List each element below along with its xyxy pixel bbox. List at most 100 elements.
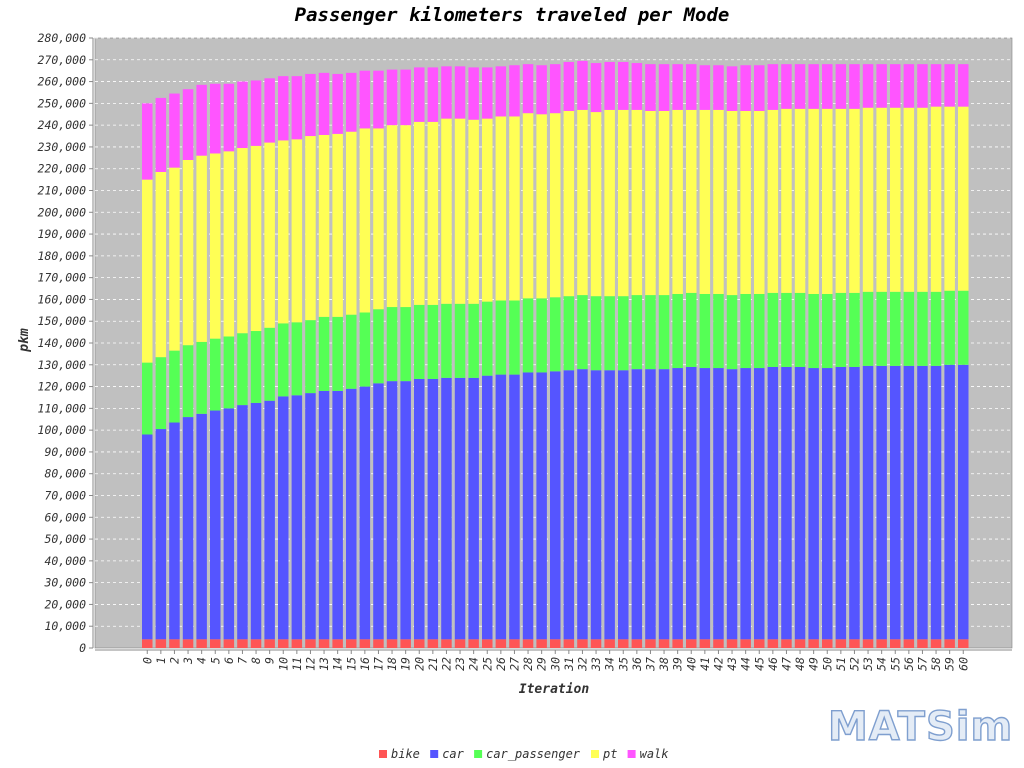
bar-car_passenger (550, 297, 561, 372)
bar-car (631, 369, 643, 640)
bar-walk (849, 64, 860, 109)
bar-car_passenger (658, 295, 670, 370)
x-tick-label: 19 (399, 657, 413, 671)
bar-car (346, 388, 357, 640)
x-tick-label: 21 (426, 657, 440, 671)
bar-pt (155, 171, 167, 358)
bar-bike (495, 639, 507, 648)
bar-pt (604, 109, 615, 297)
bar-pt (794, 108, 806, 293)
x-tick-label: 36 (630, 657, 644, 672)
bar-car (781, 366, 792, 640)
bar-car (332, 390, 343, 640)
bar-pt (822, 108, 833, 294)
bar-car_passenger (291, 322, 303, 396)
bar-car_passenger (237, 333, 248, 406)
y-tick-label: 20,000 (44, 597, 86, 611)
bar-car (509, 374, 520, 640)
x-tick-label: 47 (779, 657, 793, 671)
bar-walk (468, 67, 479, 120)
bar-bike (550, 639, 561, 648)
y-tick-label: 70,000 (44, 489, 86, 503)
bar-car_passenger (808, 293, 819, 369)
x-tick-label: 54 (875, 657, 889, 671)
bar-car (740, 368, 751, 640)
bar-car_passenger (400, 307, 411, 382)
bar-pt (509, 116, 520, 301)
bar-pt (291, 139, 303, 323)
bar-bike (699, 639, 711, 648)
bar-car (305, 393, 316, 640)
bar-bike (346, 639, 357, 648)
bar-walk (346, 72, 357, 132)
x-tick-label: 15 (344, 657, 358, 671)
bar-car (223, 408, 235, 640)
bar-walk (958, 64, 969, 107)
bar-car (876, 365, 887, 640)
bar-car_passenger (713, 293, 724, 369)
bar-bike (658, 639, 670, 648)
bar-car_passenger (278, 323, 289, 397)
bar-bike (944, 639, 955, 648)
bar-walk (930, 64, 942, 107)
x-tick-label: 32 (575, 657, 589, 672)
bar-car (958, 364, 969, 640)
bar-car (278, 396, 289, 640)
bar-bike (713, 639, 724, 648)
y-tick-label: 120,000 (38, 380, 87, 394)
bar-walk (699, 65, 711, 110)
bar-car_passenger (890, 291, 901, 366)
legend-label-pt: pt (602, 747, 617, 761)
bars-group (142, 60, 969, 648)
bar-walk (210, 83, 221, 154)
bar-bike (536, 639, 547, 648)
bar-bike (835, 639, 847, 648)
bar-car (482, 375, 493, 640)
bar-pt (781, 108, 792, 293)
x-tick-label: 58 (929, 657, 943, 671)
x-tick-label: 45 (752, 657, 766, 671)
bar-walk (876, 64, 887, 108)
bar-pt (958, 106, 969, 291)
bar-car (672, 368, 683, 640)
bar-bike (169, 639, 180, 648)
x-tick-label: 12 (303, 657, 317, 671)
bar-pt (699, 109, 711, 294)
bar-car_passenger (849, 292, 860, 367)
y-tick-label: 230,000 (38, 140, 87, 154)
bar-car (169, 422, 180, 640)
x-tick-label: 20 (412, 657, 426, 671)
bar-bike (278, 639, 289, 648)
x-tick-label: 57 (915, 657, 929, 671)
y-tick-label: 30,000 (43, 576, 86, 590)
x-tick-label: 6 (222, 657, 236, 664)
bar-pt (305, 136, 316, 321)
bar-bike (196, 639, 207, 648)
legend-label-car: car (442, 747, 464, 761)
y-tick-label: 280,000 (38, 31, 87, 45)
x-tick-label: 14 (331, 657, 345, 671)
bar-bike (522, 639, 534, 648)
bar-car_passenger (822, 293, 833, 369)
bar-pt (835, 108, 847, 293)
bar-walk (482, 67, 493, 119)
bar-car_passenger (903, 291, 915, 366)
x-tick-label: 53 (861, 657, 875, 671)
bar-bike (427, 639, 439, 648)
y-tick-label: 80,000 (44, 467, 86, 481)
bar-car (182, 417, 194, 640)
bar-bike (414, 639, 425, 648)
bar-car (373, 383, 384, 640)
bar-car (291, 395, 303, 640)
x-tick-label: 26 (494, 657, 508, 671)
x-tick-label: 31 (562, 657, 576, 672)
x-tick-label: 46 (766, 657, 780, 671)
bar-car_passenger (618, 296, 629, 371)
bar-bike (890, 639, 901, 648)
bar-walk (794, 64, 806, 109)
bar-walk (305, 73, 316, 137)
bar-car (237, 405, 248, 640)
bar-bike (618, 639, 629, 648)
bar-car (400, 381, 411, 640)
bar-car_passenger (495, 300, 507, 375)
